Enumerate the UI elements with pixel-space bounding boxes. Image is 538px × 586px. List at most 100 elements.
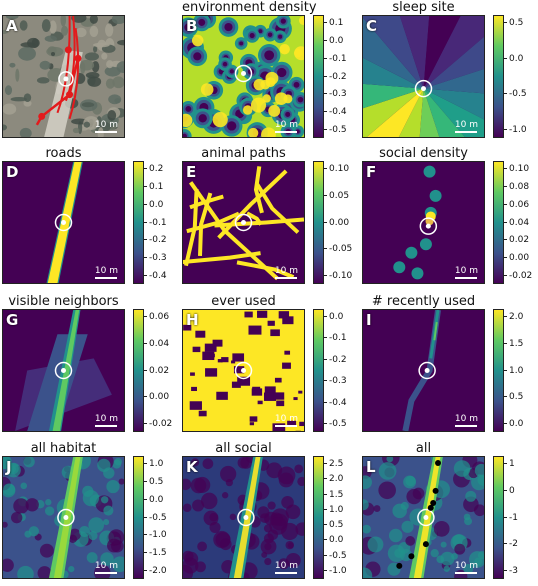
scale-bar-label: 10 m [454,120,478,130]
focal-dot [241,70,246,76]
scale-bar-label: 10 m [274,414,298,424]
scale-bar-label: 10 m [274,561,298,571]
colorbar-tick-label: 0.0 [144,200,163,210]
colorbar-tick-label: 0.00 [504,253,529,263]
colorbar [313,309,324,432]
panel-image [3,162,124,283]
colorbar [313,456,324,579]
scale-bar-label: 10 m [94,120,118,130]
heatmap-panel: D 10 m [2,161,125,284]
colorbar [493,161,504,284]
colorbar-tick-label: 0.10 [504,164,529,174]
colorbar-tick-label: -0.2 [324,72,347,82]
focal-dot [424,368,430,373]
heatmap-panel: I 10 m [362,309,485,432]
panel-title: social density [379,146,468,161]
panel-letter: F [366,163,377,181]
colorbar-tick-label: 0.02 [144,366,169,376]
colorbar-tick-label: -0.3 [324,89,347,99]
colorbar-tick-label: 0.1 [144,182,163,192]
colorbar-tick-label: 0.0 [504,419,523,429]
scale-bar: 10 m [275,561,298,574]
colorbar-tick-label: -0.2 [144,235,167,245]
scale-bar-line [275,131,298,133]
colorbar-tick-label: 0.00 [324,218,349,228]
panel-title: all habitat [30,441,97,456]
colorbar-tick-label: -2.0 [144,566,167,576]
colorbar-tick-label: -3 [504,566,518,576]
colorbar-tick-label: -0.1 [324,54,347,64]
colorbar-tick-label: 0.06 [144,312,169,322]
colorbar-tick-label: 0.00 [144,392,169,402]
colorbar-tick-label: -0.02 [504,271,532,281]
heatmap-panel: C 10 m [362,15,485,138]
colorbar-tick-label: 0.0 [324,36,343,46]
scale-bar-line [275,425,298,427]
panel-letter: G [6,311,19,329]
colorbar-tick-label: 0.1 [324,18,343,28]
scale-bar-line [455,277,478,279]
panel-image [363,162,484,283]
scale-bar: 10 m [95,414,118,427]
focal-dot [241,368,246,373]
colorbar-tick-label: 1.5 [504,339,523,349]
focal-ring [234,64,253,83]
heatmap-panel: F 10 m [362,161,485,284]
colorbar-tick-label: -0.4 [324,107,347,117]
heatmap-panel: H 10 m [182,309,305,432]
panel-image [363,457,484,578]
panel-letter: C [366,17,378,35]
colorbar-tick-label: -0.10 [324,271,352,281]
scale-bar: 10 m [275,120,298,133]
scale-bar-label: 10 m [94,561,118,571]
scale-bar-label: 10 m [454,561,478,571]
scale-bar: 10 m [95,120,118,133]
focal-dot [241,220,246,225]
focal-ring [234,213,253,232]
colorbar-tick-label: -0.3 [324,376,347,386]
neighbor-dot [435,460,442,467]
scale-bar-label: 10 m [274,120,298,130]
neighbor-dot [396,562,403,569]
panel-image [183,310,304,431]
colorbar-tick-label: 0 [504,486,515,496]
panel-title: animal paths [201,146,286,161]
colorbar [493,309,504,432]
colorbar-tick-label: -1.0 [324,566,347,576]
colorbar [493,456,504,579]
scale-bar-line [455,425,478,427]
colorbar-tick-label: -0.5 [324,419,347,429]
scale-bar-label: 10 m [454,414,478,424]
colorbar-tick-label: 1.0 [504,366,523,376]
colorbar-tick-label: -1 [504,513,518,523]
colorbar-tick-label: -0.02 [144,419,172,429]
panel-image [183,162,304,283]
neighbor-dot [432,487,439,494]
panel-letter: A [6,17,18,35]
focal-ring [414,79,433,98]
scale-bar-line [455,572,478,574]
focal-ring [417,508,435,527]
colorbar [133,161,144,284]
neighbor-dot [427,504,434,511]
scale-bar: 10 m [455,120,478,133]
panel-title: # recently used [371,294,476,309]
scale-bar-line [95,572,118,574]
colorbar-tick-label: 0.5 [504,392,523,402]
neighbor-dot [408,553,415,560]
scale-bar-label: 10 m [94,266,118,276]
colorbar-tick-label: 0.0 [504,54,523,64]
colorbar-tick-label: 2.0 [324,474,343,484]
panel-letter: L [366,458,376,476]
neighbor-dot [422,541,429,548]
colorbar-tick-label: 0.10 [324,164,349,174]
colorbar-tick-label: 0.08 [504,182,529,192]
heatmap-panel: G 10 m [2,309,125,432]
colorbar-tick-label: 1.0 [144,459,163,469]
scale-bar: 10 m [275,414,298,427]
panel-letter: E [186,163,197,181]
colorbar-tick-label: -0.05 [324,244,352,254]
colorbar-tick-label: -0.3 [144,253,167,263]
colorbar-tick-label: 2.5 [324,459,343,469]
colorbar-tick-label: -1.0 [504,125,527,135]
